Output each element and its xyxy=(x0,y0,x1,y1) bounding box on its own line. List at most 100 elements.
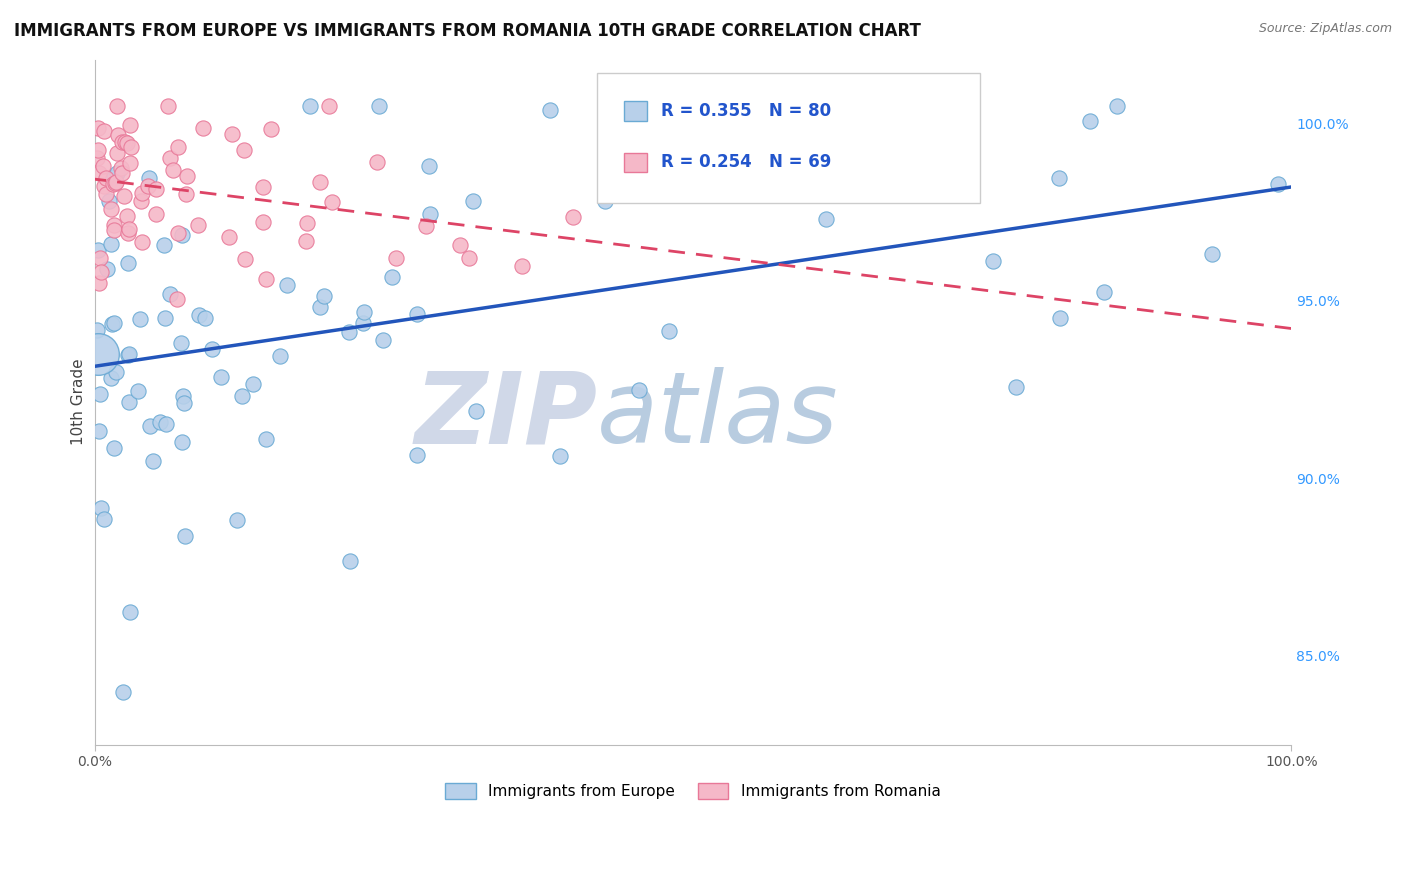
Point xyxy=(93,179,115,194)
Point xyxy=(117,210,139,224)
Point xyxy=(97,194,120,208)
Point xyxy=(86,323,108,337)
Point xyxy=(276,277,298,292)
Point xyxy=(309,300,332,314)
Point xyxy=(233,252,256,266)
Point xyxy=(232,143,254,157)
Point xyxy=(166,226,188,240)
Point xyxy=(366,155,388,169)
Legend: Immigrants from Europe, Immigrants from Romania: Immigrants from Europe, Immigrants from … xyxy=(439,777,946,805)
Point xyxy=(339,554,361,568)
Point xyxy=(87,243,110,257)
Text: R = 0.254   N = 69: R = 0.254 N = 69 xyxy=(661,153,832,171)
Point xyxy=(176,169,198,183)
Point xyxy=(1267,177,1289,191)
Point xyxy=(318,99,340,113)
Point xyxy=(149,415,172,429)
Point xyxy=(170,435,193,450)
Point xyxy=(458,252,481,266)
Point xyxy=(321,194,343,209)
Point xyxy=(371,333,394,347)
Point xyxy=(406,307,429,321)
Point xyxy=(128,312,150,326)
Point xyxy=(145,182,167,196)
Point xyxy=(101,178,124,192)
Point xyxy=(117,256,139,270)
Point xyxy=(87,277,110,291)
Point xyxy=(117,348,139,362)
Point xyxy=(100,202,122,216)
Point xyxy=(103,442,125,456)
Point xyxy=(1078,114,1101,128)
Point xyxy=(510,259,533,273)
Point xyxy=(86,120,108,135)
Point xyxy=(110,161,132,175)
Point xyxy=(191,120,214,135)
Point xyxy=(91,159,114,173)
Point xyxy=(254,272,277,286)
Point xyxy=(101,317,124,331)
Point xyxy=(314,288,336,302)
Point xyxy=(627,383,650,397)
Point xyxy=(242,377,264,392)
Point xyxy=(89,251,111,265)
Point xyxy=(155,417,177,431)
Point xyxy=(118,155,141,169)
Point xyxy=(252,215,274,229)
Point xyxy=(260,122,283,136)
Point xyxy=(112,189,135,203)
Text: ZIP: ZIP xyxy=(415,368,598,465)
Point xyxy=(145,207,167,221)
Point xyxy=(385,251,408,265)
Point xyxy=(167,140,190,154)
Point xyxy=(87,166,110,180)
Point xyxy=(381,270,404,285)
Point xyxy=(159,286,181,301)
Point xyxy=(561,210,583,224)
Point xyxy=(309,175,332,189)
Point xyxy=(187,218,209,232)
Y-axis label: 10th Grade: 10th Grade xyxy=(72,359,86,445)
Point xyxy=(170,227,193,242)
Point xyxy=(104,365,127,379)
Point xyxy=(111,135,134,149)
Point xyxy=(1049,310,1071,325)
Point xyxy=(89,387,111,401)
Point xyxy=(463,194,485,208)
Point xyxy=(419,207,441,221)
Point xyxy=(174,529,197,543)
Point xyxy=(226,513,249,527)
Point xyxy=(658,325,681,339)
Point xyxy=(87,144,110,158)
Point xyxy=(131,186,153,200)
Point xyxy=(1107,99,1129,113)
Point xyxy=(117,226,139,240)
Point xyxy=(294,234,316,248)
Point xyxy=(103,218,125,232)
Point xyxy=(172,389,194,403)
Point xyxy=(174,186,197,201)
Point xyxy=(94,186,117,201)
Point xyxy=(221,127,243,141)
Point xyxy=(339,325,361,339)
Point xyxy=(299,99,322,113)
Point xyxy=(103,170,125,185)
Point xyxy=(548,450,571,464)
Point xyxy=(254,432,277,446)
Point xyxy=(111,166,134,180)
Point xyxy=(114,135,136,149)
Point xyxy=(156,99,179,113)
Point xyxy=(187,308,209,322)
Point xyxy=(166,292,188,306)
Point xyxy=(105,99,128,113)
Point xyxy=(153,310,176,325)
Point xyxy=(295,216,318,230)
Point xyxy=(353,305,375,319)
Text: R = 0.355   N = 80: R = 0.355 N = 80 xyxy=(661,102,831,120)
Point xyxy=(152,238,174,252)
Point xyxy=(104,175,127,189)
Point xyxy=(159,151,181,165)
Point xyxy=(231,389,253,403)
Point xyxy=(538,103,561,117)
Point xyxy=(131,235,153,250)
